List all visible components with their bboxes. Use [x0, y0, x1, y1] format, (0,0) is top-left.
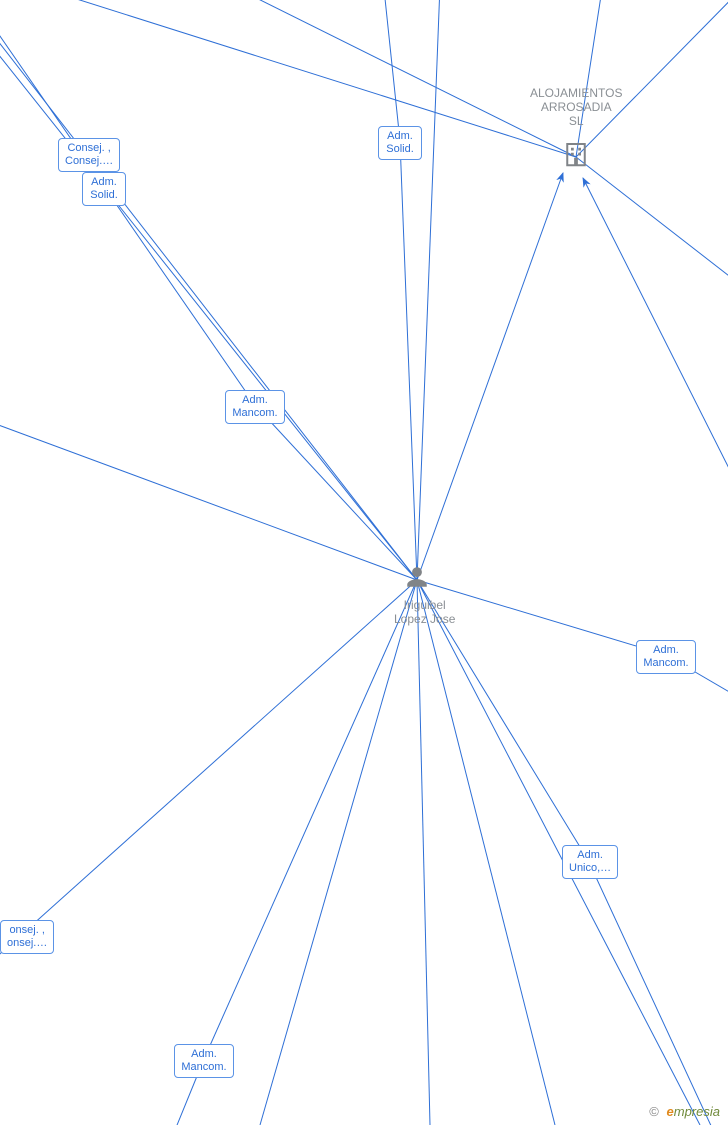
role-box-b8[interactable]: onsej. , onsej.…	[0, 920, 54, 954]
copyright-symbol: ©	[649, 1104, 659, 1119]
role-box-b5[interactable]: Adm. Mancom.	[636, 640, 696, 674]
role-box-b3[interactable]: Adm. Solid.	[378, 126, 422, 160]
person-icon[interactable]	[404, 564, 430, 595]
building-icon[interactable]	[561, 139, 591, 174]
brand-rest: mpresia	[674, 1104, 720, 1119]
role-box-b2[interactable]: Adm. Solid.	[82, 172, 126, 206]
role-box-b4[interactable]: Adm. Mancom.	[225, 390, 285, 424]
company-label: ALOJAMIENTOS ARROSADIA SL	[530, 86, 622, 128]
role-box-b6[interactable]: Adm. Unico,…	[562, 845, 618, 879]
role-box-b7[interactable]: Adm. Mancom.	[174, 1044, 234, 1078]
role-box-b1[interactable]: Consej. , Consej.…	[58, 138, 120, 172]
footer-copyright: © empresia	[649, 1104, 720, 1119]
brand-first-letter: e	[667, 1104, 674, 1119]
person-label: Iriguibel Lopez Jose	[394, 598, 455, 626]
